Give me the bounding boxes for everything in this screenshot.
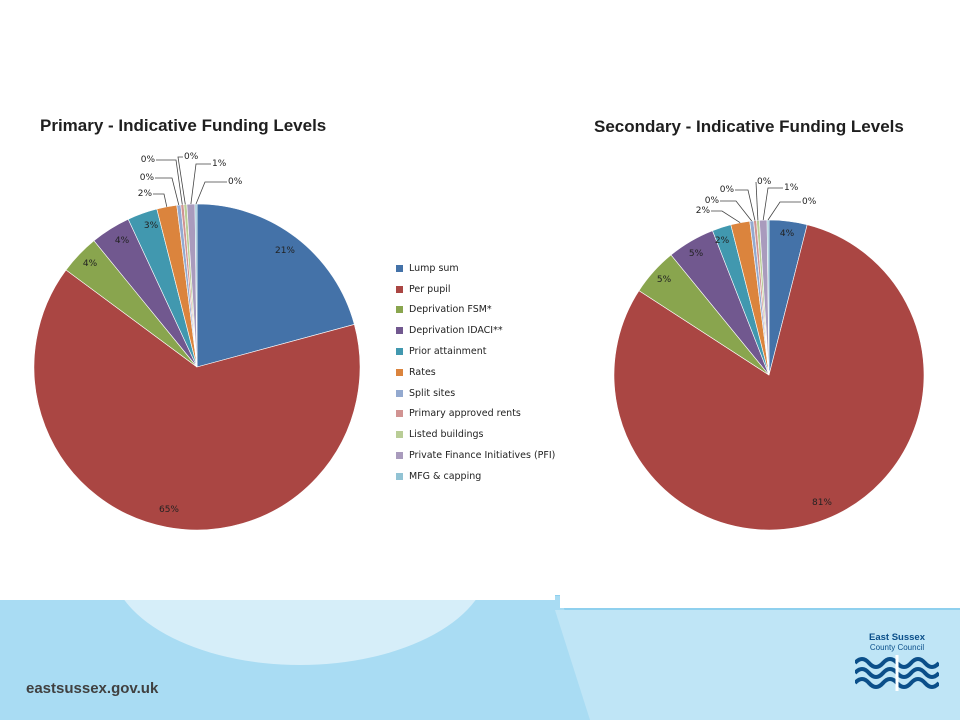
pie-slice-11: [194, 203, 198, 368]
pie-slice-1: [196, 203, 355, 368]
data-label: 2%: [696, 206, 711, 216]
legend-swatch: [396, 472, 403, 480]
leader-line: [735, 189, 756, 221]
data-label: 4%: [780, 229, 795, 239]
data-label: 5%: [657, 275, 672, 285]
legend-label: Deprivation FSM*: [409, 304, 492, 316]
legend-swatch: [396, 285, 403, 293]
data-label: 21%: [275, 246, 295, 256]
data-label: 81%: [812, 498, 832, 508]
data-label: 0%: [141, 155, 156, 165]
data-label: 2%: [138, 189, 153, 199]
legend-swatch: [396, 264, 403, 272]
data-label: 0%: [757, 177, 772, 187]
data-label: 0%: [228, 177, 243, 187]
legend-item-deprivation-fsm: Deprivation FSM*: [396, 300, 555, 321]
data-label: 0%: [802, 197, 817, 207]
legend-label: Rates: [409, 366, 436, 378]
legend-item-per-pupil: Per pupil: [396, 279, 555, 300]
legend-label: Listed buildings: [409, 429, 484, 441]
primary-chart-title: Primary - Indicative Funding Levels: [40, 116, 327, 135]
legend-item-prior-attainment: Prior attainment: [396, 341, 555, 362]
data-label: 0%: [720, 185, 735, 195]
leader-line: [156, 159, 183, 205]
legend-swatch: [396, 306, 403, 314]
legend-label: Per pupil: [409, 283, 451, 295]
logo-subtitle: County Council: [869, 643, 925, 652]
data-label: 4%: [115, 236, 130, 246]
legend-swatch: [396, 410, 403, 418]
legend-item-rates: Rates: [396, 362, 555, 383]
waves-icon: [855, 655, 939, 691]
legend-label: Lump sum: [409, 262, 459, 274]
legend-swatch: [396, 327, 403, 335]
council-logo: East Sussex County Council: [852, 632, 942, 691]
leader-line: [155, 177, 180, 206]
legend-item-mfg-capping: MFG & capping: [396, 466, 555, 487]
leader-line: [767, 201, 801, 221]
legend-label: Primary approved rents: [409, 408, 521, 420]
legend-label: Deprivation IDACI**: [409, 325, 503, 337]
legend-swatch: [396, 431, 403, 439]
data-label: 65%: [159, 505, 179, 515]
data-label: 1%: [212, 159, 227, 169]
leader-line: [153, 193, 168, 207]
legend-swatch: [396, 348, 403, 356]
leader-line: [711, 210, 741, 224]
legend-label: Private Finance Initiatives (PFI): [409, 450, 556, 462]
legend-label: Split sites: [409, 387, 456, 399]
data-label: 3%: [144, 221, 159, 231]
pie-slice-2: [33, 269, 361, 531]
website-url[interactable]: eastsussex.gov.uk: [26, 680, 159, 697]
legend-item-pfi: Private Finance Initiatives (PFI): [396, 445, 555, 466]
legend-label: MFG & capping: [409, 470, 482, 482]
pie-slice-2: [613, 224, 925, 531]
legend-label: Prior attainment: [409, 346, 487, 358]
legend-item-split-sites: Split sites: [396, 383, 555, 404]
data-label: 0%: [705, 196, 720, 206]
legend-swatch: [396, 368, 403, 376]
data-label: 1%: [784, 183, 799, 193]
legend-item-deprivation-idaci: Deprivation IDACI**: [396, 320, 555, 341]
data-label: 5%: [689, 249, 704, 259]
leader-line: [177, 156, 186, 205]
leader-line: [720, 200, 753, 222]
legend-item-listed-buildings: Listed buildings: [396, 424, 555, 445]
legend-swatch: [396, 389, 403, 397]
data-label: 0%: [184, 152, 199, 162]
data-label: 2%: [715, 236, 730, 246]
leader-line: [195, 181, 227, 205]
legend-item-lump-sum: Lump sum: [396, 258, 555, 279]
data-label: 4%: [83, 259, 98, 269]
leader-line: [755, 181, 759, 221]
secondary-chart-title: Secondary - Indicative Funding Levels: [594, 117, 904, 136]
chart-legend: Lump sum Per pupil Deprivation FSM* Depr…: [396, 258, 555, 487]
leader-line: [190, 163, 211, 205]
legend-item-primary-approved-rents: Primary approved rents: [396, 404, 555, 425]
legend-swatch: [396, 452, 403, 460]
logo-title: East Sussex: [869, 632, 925, 643]
leader-line: [762, 187, 783, 221]
data-label: 0%: [140, 173, 155, 183]
